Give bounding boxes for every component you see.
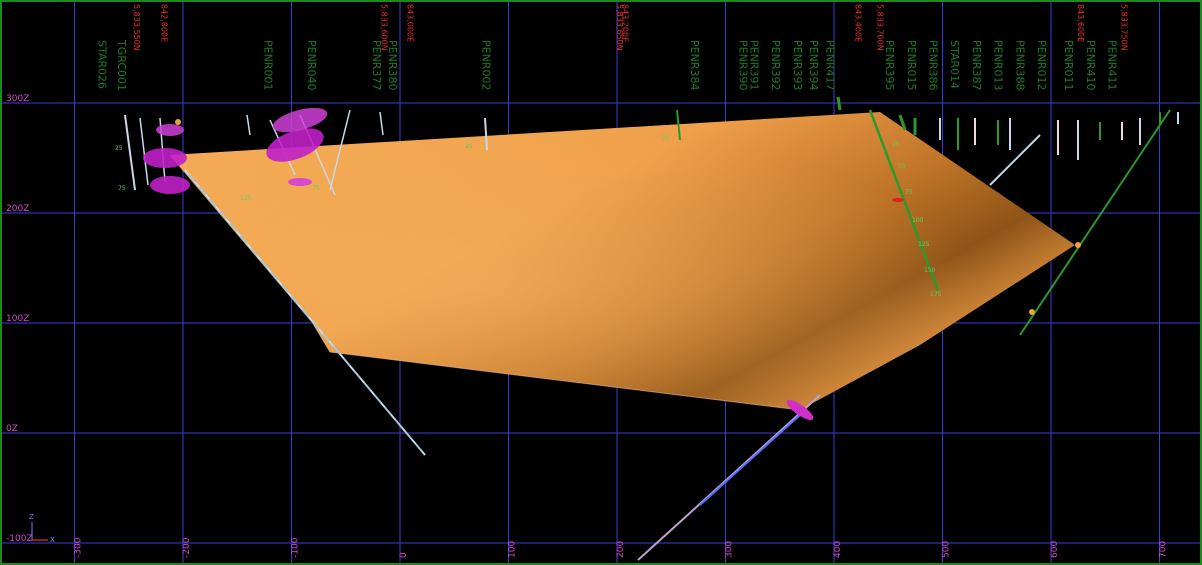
hole-label[interactable]: PENR002 (479, 40, 492, 90)
coordinate-label: 843,600E (1076, 4, 1085, 42)
svg-text:175: 175 (930, 291, 942, 298)
hole-label[interactable]: PENR392 (769, 40, 782, 90)
hole-label[interactable]: PENR390 (737, 40, 750, 90)
x-level-label: 300 (725, 541, 735, 558)
hole-label[interactable]: PENR380 (386, 40, 399, 90)
z-level-label: 0Z (6, 424, 18, 434)
hole-label[interactable]: PENR011 (1062, 40, 1075, 90)
svg-text:50: 50 (898, 163, 906, 170)
svg-text:25: 25 (115, 145, 123, 152)
coordinate-label: 5,833,550N (132, 4, 141, 51)
axis-z-label: Z (29, 513, 34, 521)
coordinate-label: 5,833,700N (875, 4, 884, 51)
svg-text:125: 125 (240, 195, 252, 202)
svg-text:100: 100 (912, 217, 924, 224)
coordinate-label: 842,800E (159, 4, 168, 42)
hole-label[interactable]: PENR012 (1035, 40, 1048, 90)
coordinate-label: 843,000E (406, 4, 415, 42)
hole-label[interactable]: PENR391 (747, 40, 760, 90)
svg-text:25: 25 (662, 135, 670, 142)
x-level-label: 0 (399, 552, 409, 558)
z-level-label: 200Z (6, 204, 29, 214)
coordinate-labels: 5,833,550N 842,800E 5,833,600N 843,000E 5,83… (132, 4, 1128, 51)
orebody-surface[interactable] (169, 112, 1075, 411)
hole-label[interactable]: PENR377 (370, 40, 383, 90)
hole-label[interactable]: PENR394 (807, 40, 820, 90)
hole-label[interactable]: STAR026 (95, 40, 108, 89)
hole-label[interactable]: PENR040 (305, 40, 318, 90)
hole-label[interactable]: PENR417 (823, 40, 836, 90)
elevation-labels: 300Z 200Z 100Z 0Z -100Z (6, 94, 33, 544)
x-level-label: 400 (833, 541, 843, 558)
hole-label[interactable]: PENR013 (992, 40, 1005, 90)
axis-triad: Z X (29, 513, 55, 544)
x-level-label: 200 (616, 541, 626, 558)
depth-ticks: 25 50 75 100 125 150 175 25 25 25 75 75 … (115, 135, 942, 298)
x-level-label: 700 (1159, 541, 1169, 558)
hole-label[interactable]: PENR411 (1106, 40, 1119, 90)
svg-text:150: 150 (924, 267, 936, 274)
svg-text:75: 75 (312, 185, 320, 192)
hole-label[interactable]: STAR014 (948, 40, 961, 89)
hole-label[interactable]: PENR393 (791, 40, 804, 90)
x-level-label: 600 (1050, 541, 1060, 558)
coordinate-label: 5,833,600N (380, 4, 389, 51)
svg-text:25: 25 (892, 141, 900, 148)
z-level-label: 100Z (6, 314, 29, 324)
hole-label[interactable]: PENR015 (905, 40, 918, 90)
axis-x-label: X (50, 536, 55, 544)
hole-label[interactable]: PENR395 (883, 40, 896, 90)
z-level-label: -100Z (6, 534, 33, 544)
svg-text:125: 125 (918, 241, 930, 248)
structure-discs[interactable] (143, 103, 1081, 423)
hole-label[interactable]: PENR001 (261, 40, 274, 90)
coordinate-label: 843,400E (854, 4, 863, 42)
hole-label[interactable]: PENR388 (1013, 40, 1026, 90)
svg-text:75: 75 (905, 189, 913, 196)
coordinate-label: 843,200E (620, 4, 629, 42)
svg-text:75: 75 (118, 185, 126, 192)
hole-label[interactable]: PENR384 (688, 40, 701, 90)
easting-labels: -300 -200 -100 0 100 200 300 400 500 600 700 (74, 537, 1169, 558)
coordinate-label: 5,833,650N (615, 4, 624, 51)
hole-label[interactable]: PENR387 (970, 40, 983, 90)
x-level-label: -200 (182, 537, 192, 558)
x-level-label: 500 (942, 541, 952, 558)
x-level-label: -300 (74, 537, 84, 558)
x-level-label: 100 (508, 541, 518, 558)
hole-label[interactable]: TGRC001 (115, 39, 128, 91)
svg-text:25: 25 (465, 143, 473, 150)
hole-label[interactable]: PENR386 (926, 40, 939, 90)
coordinate-label: 5,833,750N (1120, 4, 1129, 51)
x-level-label: -100 (291, 537, 301, 558)
hole-label[interactable]: PENR410 (1084, 40, 1097, 90)
z-level-label: 300Z (6, 94, 29, 104)
